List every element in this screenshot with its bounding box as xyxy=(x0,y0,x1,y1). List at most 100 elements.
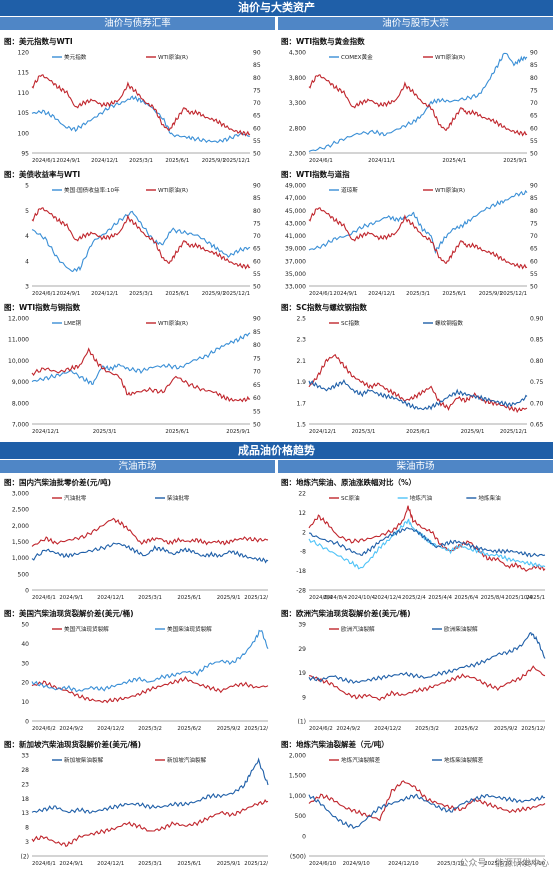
legend-label: 道琼斯 xyxy=(341,186,358,194)
y-left-tick-label: 0 xyxy=(25,588,29,595)
series-line-2 xyxy=(308,631,546,684)
chart-panel-c1: 图：美元指数与WTI 95 100 105 110 115 120 50 55 60 65 70 75 8… xyxy=(2,35,274,167)
y-right-tick-label: 90 xyxy=(253,183,261,190)
x-tick-label: 2025/2/4 xyxy=(402,595,426,601)
chart-svg: (500) 0 500 1,000 1,500 2,000 2024/6/10 2024/9/… xyxy=(289,753,546,868)
chart-panel-c6: 图：SC指数与螺纹钢指数 1.5 1.7 1.9 2.1 2.3 2.5 0.65 0.70 0.… xyxy=(279,301,551,438)
x-tick-label: 2025/12/1 xyxy=(223,158,250,164)
y-left-tick-label: 7,000 xyxy=(12,422,29,429)
y-left-tick-label: 1,000 xyxy=(289,793,306,800)
x-tick-label: 2025/9/1 xyxy=(503,158,527,164)
x-tick-label: 2025/6/4 xyxy=(454,595,478,601)
y-left-tick-label: 2,500 xyxy=(12,507,29,514)
y-right-tick-label: 70 xyxy=(530,100,538,107)
y-left-tick-label: 2.5 xyxy=(296,316,306,323)
y-right-tick-label: 80 xyxy=(530,75,538,82)
x-tick-label: 2025/9/1 xyxy=(461,429,485,435)
y-left-tick-label: 1,500 xyxy=(289,773,306,780)
y-left-tick-label: 10 xyxy=(21,699,29,706)
y-right-tick-label: 80 xyxy=(253,208,261,215)
legend-label: WTI原油(R) xyxy=(158,53,188,61)
chart-title: 图：新加坡汽柴油现货裂解价差(美元/桶) xyxy=(4,740,142,749)
y-left-tick-label: 19 xyxy=(298,670,306,677)
y-right-tick-label: 60 xyxy=(530,125,538,132)
series-line-2 xyxy=(308,379,528,411)
y-right-tick-label: 60 xyxy=(253,125,261,132)
y-left-tick-label: 10,000 xyxy=(8,358,29,365)
x-tick-label: 2025/12/ xyxy=(244,861,268,867)
y-left-tick-label: 105 xyxy=(18,110,30,117)
y-left-tick-label: 0 xyxy=(25,719,29,726)
section-right-1: 油价与股市大宗 xyxy=(278,17,553,30)
series-line-2 xyxy=(31,799,269,848)
x-tick-label: 2024/9/1 xyxy=(333,291,357,297)
y-right-tick-label: 55 xyxy=(253,138,261,145)
y-left-tick-label: 4 xyxy=(25,258,29,265)
y-left-tick-label: 49,000 xyxy=(285,183,306,190)
x-tick-label: 2024/12/2 xyxy=(97,726,124,732)
legend: 美国:国债收益率:10年 WTI原油(R) xyxy=(52,186,188,194)
y-right-tick-label: 85 xyxy=(530,62,538,69)
y-left-tick-label: 3 xyxy=(25,284,29,291)
x-tick-label: 2024/9/2 xyxy=(59,726,83,732)
legend: 美元指数 WTI原油(R) xyxy=(52,53,188,61)
x-tick-label: 2024/12/1 xyxy=(32,429,59,435)
y-right-tick-label: 70 xyxy=(253,369,261,376)
x-tick-label: 2025/3/1 xyxy=(129,291,153,297)
y-left-tick-label: 4,300 xyxy=(289,50,306,57)
legend: SC指数 螺纹钢指数 xyxy=(329,319,463,327)
y-left-tick-label: 2,800 xyxy=(289,125,306,132)
x-tick-label: 2025/4/1 xyxy=(442,158,466,164)
series-line-2 xyxy=(31,74,251,137)
x-tick-label: 2024/9/10 xyxy=(343,861,371,867)
x-tick-label: 2025/9/1 xyxy=(202,291,226,297)
y-right-tick-label: 0.85 xyxy=(530,337,544,344)
x-tick-label: 2025/6/1 xyxy=(165,291,189,297)
x-tick-label: 2025/12/ xyxy=(244,595,268,601)
y-right-tick-label: 85 xyxy=(530,195,538,202)
y-right-tick-label: 85 xyxy=(253,62,261,69)
x-tick-label: 2025/9/1 xyxy=(479,291,503,297)
x-tick-label: 2024/9/1 xyxy=(56,291,80,297)
y-left-tick-label: 30 xyxy=(21,660,29,667)
chart-title: 图：国内汽柴油批零价差(元/吨) xyxy=(4,478,112,487)
x-tick-label: 2024/6/1 xyxy=(309,158,333,164)
section-title-1: 油价与大类资产 xyxy=(0,0,553,16)
y-left-tick-label: 5 xyxy=(25,183,29,190)
y-right-tick-label: 70 xyxy=(530,233,538,240)
legend: 道琼斯 WTI原油(R) xyxy=(329,186,465,194)
legend: SC原油 地炼汽油 地炼柴油 xyxy=(329,494,501,502)
y-right-tick-label: 80 xyxy=(530,208,538,215)
y-right-tick-label: 0.65 xyxy=(530,422,544,429)
legend-label: 地炼汽油 xyxy=(410,494,433,502)
legend: 汽油批零 柴油批零 xyxy=(52,494,190,502)
y-left-tick-label: 3,300 xyxy=(289,100,306,107)
x-tick-label: 2025/3/1 xyxy=(406,291,430,297)
y-left-tick-label: 2,300 xyxy=(289,151,306,158)
y-right-tick-label: 75 xyxy=(253,87,261,94)
legend-label: WTI原油(R) xyxy=(435,53,465,61)
legend-label: COMEX黄金 xyxy=(341,53,373,61)
y-left-tick-label: 47,000 xyxy=(285,195,306,202)
y-left-tick-label: 2.3 xyxy=(296,337,306,344)
y-left-tick-label: -28 xyxy=(296,588,306,595)
x-tick-label: 2024/11/1 xyxy=(368,158,395,164)
chart-svg: 7,000 8,000 9,000 10,000 11,000 12,000 50 55 60 6… xyxy=(8,316,261,436)
chart-svg: (1) 9 19 29 39 2024/6/2 2024/9/2 2024/12/2 2025/… xyxy=(298,622,546,732)
y-right-tick-label: 75 xyxy=(253,355,261,362)
series-line-2 xyxy=(31,629,269,693)
chart-panel-c11: 图：新加坡汽柴油现货裂解价差(美元/桶) (2) 3 8 13 18 23 28 33 2024/… xyxy=(2,738,274,870)
y-right-tick-label: 65 xyxy=(253,113,261,120)
x-tick-label: 2025/6/1 xyxy=(165,429,189,435)
y-left-tick-label: 41,000 xyxy=(285,233,306,240)
series-line-1 xyxy=(31,332,251,385)
chart-title: 图：地炼汽柴油裂解差（元/吨） xyxy=(281,740,389,749)
legend-label: 美国汽油现货裂解 xyxy=(64,625,109,633)
series-line-3 xyxy=(308,527,546,558)
y-right-tick-label: 50 xyxy=(253,151,261,158)
x-tick-label: 2025/12/ xyxy=(244,726,268,732)
legend-label: 地炼柴油裂解差 xyxy=(444,756,484,764)
chart-panel-c3: 图：美债收益率与WTI 3 4 4 5 5 50 55 60 65 70 75 80 85 90 2024/6… xyxy=(2,168,274,300)
y-left-tick-label: 9,000 xyxy=(12,379,29,386)
